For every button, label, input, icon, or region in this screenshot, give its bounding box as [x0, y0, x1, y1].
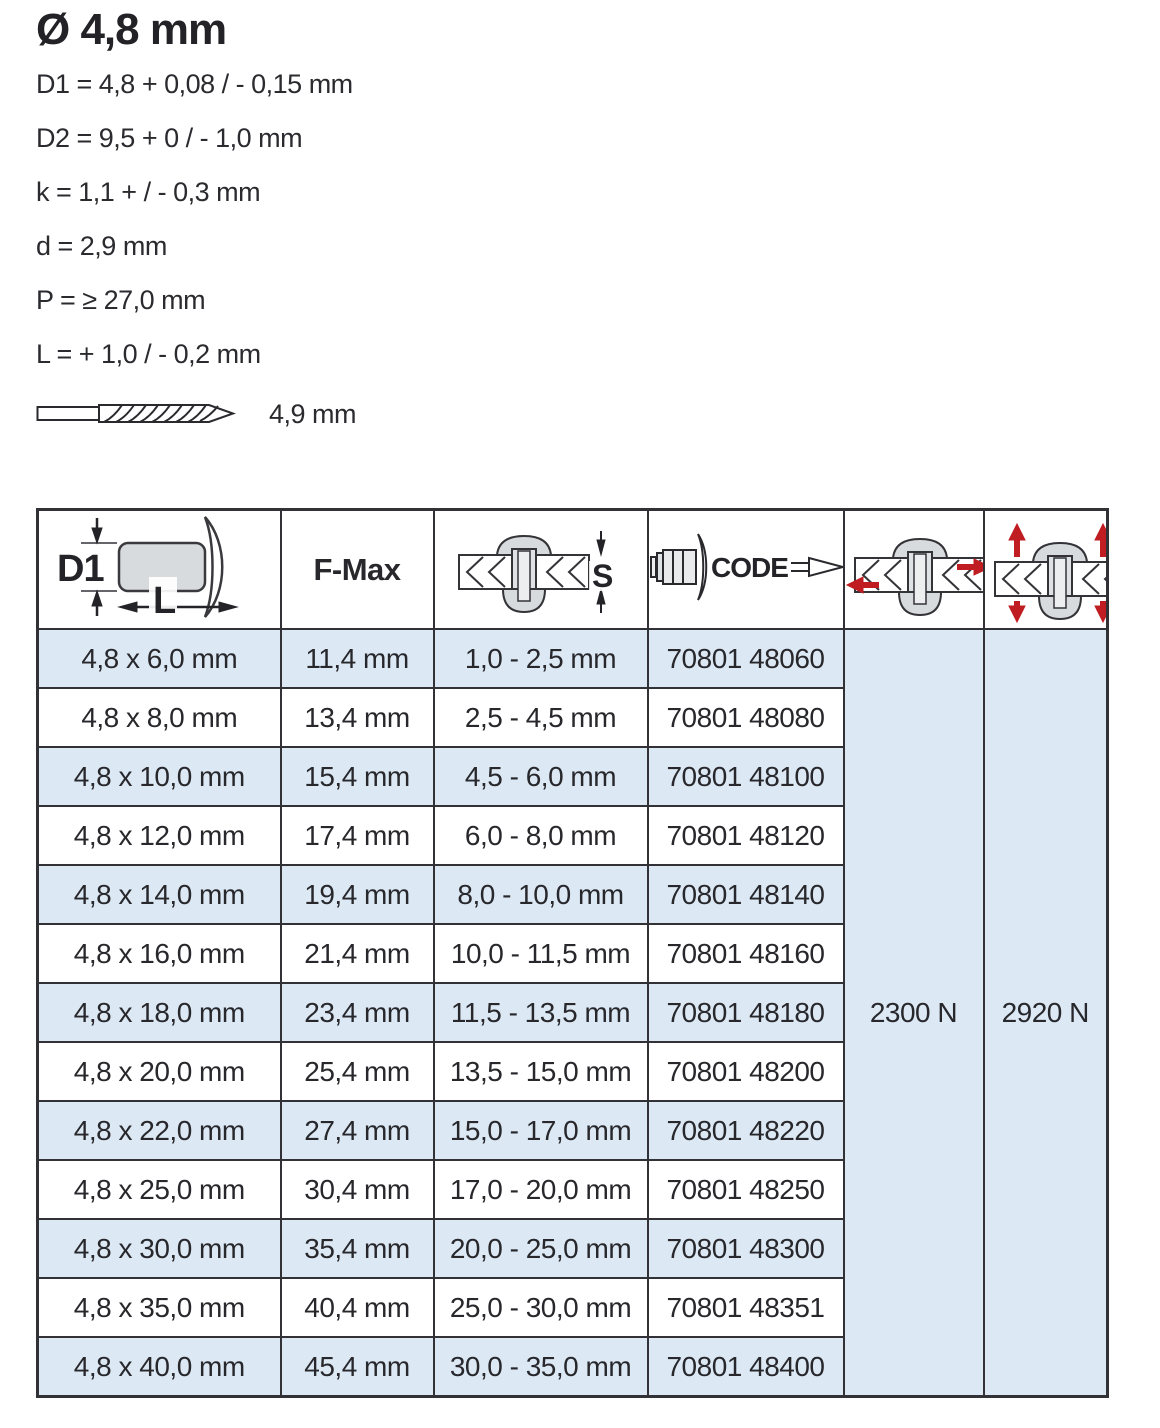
code-cell: 70801 48220: [646, 1100, 845, 1161]
grip-range-cell: 25,0 - 30,0 mm: [432, 1277, 649, 1338]
table-row: 4,8 x 35,0 mm 40,4 mm 25,0 - 30,0 mm 708…: [36, 1277, 1108, 1338]
table-row: 4,8 x 30,0 mm 35,4 mm 20,0 - 25,0 mm 708…: [36, 1218, 1108, 1279]
tensile-strength-icon: [993, 522, 1106, 624]
table-row: 4,8 x 16,0 mm 21,4 mm 10,0 - 11,5 mm 708…: [36, 923, 1108, 984]
code-cell: 70801 48160: [646, 923, 845, 984]
rivet-size-cell: 4,8 x 12,0 mm: [36, 805, 282, 866]
spec-header-section: Ø 4,8 mm D1 = 4,8 + 0,08 / - 0,15 mm D2 …: [0, 0, 1160, 434]
drill-size-label: 4,9 mm: [269, 398, 357, 429]
fmax-cell: 27,4 mm: [279, 1100, 435, 1161]
grip-s-label: S: [592, 558, 613, 594]
rivet-size-cell: 4,8 x 16,0 mm: [36, 923, 282, 984]
dim-l-label: L: [153, 580, 176, 619]
rivet-size-cell: 4,8 x 10,0 mm: [36, 746, 282, 807]
table-row: 4,8 x 12,0 mm 17,4 mm 6,0 - 8,0 mm 70801…: [36, 805, 1108, 866]
table-row: 4,8 x 22,0 mm 27,4 mm 15,0 - 17,0 mm 708…: [36, 1100, 1108, 1161]
rivet-size-cell: 4,8 x 14,0 mm: [36, 864, 282, 925]
tensile-strength-value: 2920 N: [982, 628, 1109, 1398]
spec-line-p: P = ≥ 27,0 mm: [36, 285, 206, 315]
rivet-size-cell: 4,8 x 30,0 mm: [36, 1218, 282, 1279]
spec-line-l: L = + 1,0 / - 0,2 mm: [36, 339, 261, 369]
grip-range-cell: 13,5 - 15,0 mm: [432, 1041, 649, 1102]
code-cell: 70801 48180: [646, 982, 845, 1043]
grip-range-cell: 8,0 - 10,0 mm: [432, 864, 649, 925]
spec-line-d2: D2 = 9,5 + 0 / - 1,0 mm: [36, 123, 303, 153]
dim-d1-label: D1: [57, 548, 104, 590]
code-cell: 70801 48200: [646, 1041, 845, 1102]
rivet-size-cell: 4,8 x 25,0 mm: [36, 1159, 282, 1220]
fmax-cell: 35,4 mm: [279, 1218, 435, 1279]
table-header-row: D1 L F-Max: [36, 508, 1109, 630]
code-cell: 70801 48250: [646, 1159, 845, 1220]
code-cell: 70801 48351: [646, 1277, 845, 1338]
code-cell: 70801 48060: [646, 628, 845, 689]
table-row: 4,8 x 18,0 mm 23,4 mm 11,5 - 13,5 mm 708…: [36, 982, 1108, 1043]
rivet-size-cell: 4,8 x 18,0 mm: [36, 982, 282, 1043]
shear-strength-value: 2300 N: [842, 628, 985, 1398]
fmax-cell: 21,4 mm: [279, 923, 435, 984]
code-cell: 70801 48400: [646, 1336, 845, 1398]
spec-line-d: d = 2,9 mm: [36, 231, 167, 261]
page-title: Ø 4,8 mm: [36, 5, 227, 54]
grip-range-cell: 15,0 - 17,0 mm: [432, 1100, 649, 1161]
grip-range-icon: S: [457, 531, 615, 613]
fmax-cell: 40,4 mm: [279, 1277, 435, 1338]
grip-range-cell: 20,0 - 25,0 mm: [432, 1218, 649, 1279]
col-header-code: CODE: [646, 508, 845, 630]
code-cell: 70801 48080: [646, 687, 845, 748]
spec-table-body: 4,8 x 6,0 mm 11,4 mm 1,0 - 2,5 mm 70801 …: [36, 628, 1109, 1398]
fmax-cell: 13,4 mm: [279, 687, 435, 748]
grip-range-cell: 17,0 - 20,0 mm: [432, 1159, 649, 1220]
code-header-label: CODE: [711, 552, 788, 583]
drill-bit-icon: [36, 404, 236, 423]
table-row: 4,8 x 25,0 mm 30,4 mm 17,0 - 20,0 mm 708…: [36, 1159, 1108, 1220]
grip-range-cell: 6,0 - 8,0 mm: [432, 805, 649, 866]
shear-strength-icon: [845, 538, 982, 616]
fmax-header-label: F-Max: [313, 551, 401, 587]
table-row: 4,8 x 20,0 mm 25,4 mm 13,5 - 15,0 mm 708…: [36, 1041, 1108, 1102]
table-row: 4,8 x 8,0 mm 13,4 mm 2,5 - 4,5 mm 70801 …: [36, 687, 1108, 748]
grip-range-cell: 30,0 - 35,0 mm: [432, 1336, 649, 1398]
rivet-dimension-icon: D1 L: [57, 516, 240, 622]
col-header-fmax: F-Max: [279, 508, 435, 630]
rivet-spec-table: D1 L F-Max: [36, 508, 1109, 1398]
code-cell: 70801 48300: [646, 1218, 845, 1279]
fmax-cell: 19,4 mm: [279, 864, 435, 925]
fmax-cell: 11,4 mm: [279, 628, 435, 689]
code-cell: 70801 48100: [646, 746, 845, 807]
col-header-tensile: [982, 508, 1109, 630]
grip-range-cell: 2,5 - 4,5 mm: [432, 687, 649, 748]
rivet-size-cell: 4,8 x 6,0 mm: [36, 628, 282, 689]
col-header-grip: S: [432, 508, 649, 630]
fmax-cell: 23,4 mm: [279, 982, 435, 1043]
rivet-size-cell: 4,8 x 8,0 mm: [36, 687, 282, 748]
table-row: 4,8 x 10,0 mm 15,4 mm 4,5 - 6,0 mm 70801…: [36, 746, 1108, 807]
grip-range-cell: 11,5 - 13,5 mm: [432, 982, 649, 1043]
table-row: 4,8 x 40,0 mm 45,4 mm 30,0 - 35,0 mm 708…: [36, 1336, 1108, 1398]
rivet-size-cell: 4,8 x 20,0 mm: [36, 1041, 282, 1102]
code-cell: 70801 48120: [646, 805, 845, 866]
grip-range-cell: 4,5 - 6,0 mm: [432, 746, 649, 807]
col-header-shear: [842, 508, 985, 630]
grip-range-cell: 10,0 - 11,5 mm: [432, 923, 649, 984]
fmax-cell: 17,4 mm: [279, 805, 435, 866]
table-row: 4,8 x 14,0 mm 19,4 mm 8,0 - 10,0 mm 7080…: [36, 864, 1108, 925]
fmax-cell: 30,4 mm: [279, 1159, 435, 1220]
grip-range-cell: 1,0 - 2,5 mm: [432, 628, 649, 689]
code-cell: 70801 48140: [646, 864, 845, 925]
fmax-cell: 45,4 mm: [279, 1336, 435, 1398]
rivet-size-cell: 4,8 x 22,0 mm: [36, 1100, 282, 1161]
spec-line-k: k = 1,1 + / - 0,3 mm: [36, 177, 261, 207]
fmax-cell: 25,4 mm: [279, 1041, 435, 1102]
spec-line-d1: D1 = 4,8 + 0,08 / - 0,15 mm: [36, 69, 353, 99]
fmax-cell: 15,4 mm: [279, 746, 435, 807]
code-icon: CODE: [649, 533, 842, 601]
rivet-size-cell: 4,8 x 40,0 mm: [36, 1336, 282, 1398]
col-header-dimensions: D1 L: [36, 508, 282, 630]
drill-size-row: 4,9 mm: [36, 394, 1160, 434]
rivet-size-cell: 4,8 x 35,0 mm: [36, 1277, 282, 1338]
table-row: 4,8 x 6,0 mm 11,4 mm 1,0 - 2,5 mm 70801 …: [36, 628, 1109, 1398]
